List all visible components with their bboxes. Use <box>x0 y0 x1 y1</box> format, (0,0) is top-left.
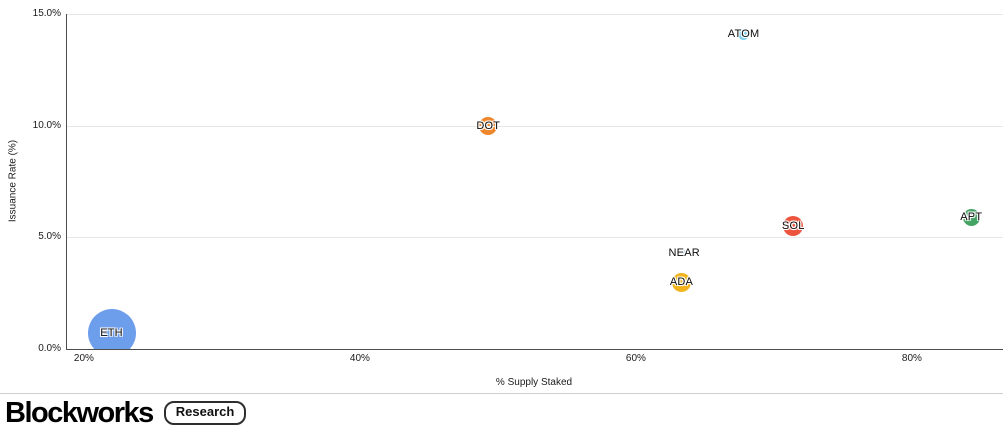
bubble-apt[interactable] <box>962 208 980 226</box>
x-axis-line <box>66 349 1003 350</box>
point-label-eth: ETH <box>100 327 123 340</box>
point-label-apt: APT <box>960 211 983 224</box>
point-label-ada: ADA <box>669 276 694 288</box>
y-tick-label: 15.0% <box>32 8 61 19</box>
point-label-dot: DOT <box>476 119 501 132</box>
bubble-near[interactable] <box>681 250 687 256</box>
point-label-near: NEAR <box>668 246 700 259</box>
y-axis-line <box>66 14 67 349</box>
y-tick-label: 5.0% <box>38 231 61 243</box>
y-tick-label: 0.0% <box>38 343 61 354</box>
point-label-sol: SOL <box>781 220 805 233</box>
footer-divider <box>0 393 1003 394</box>
bubble-atom[interactable] <box>738 28 750 40</box>
y-tick-label: 10.0% <box>32 119 61 131</box>
point-label-atom: ATOM <box>727 28 760 41</box>
x-tick-label: 60% <box>625 353 646 364</box>
gridline <box>67 125 1003 127</box>
bubble-layer <box>87 28 980 349</box>
x-tick-label: 20% <box>73 353 94 364</box>
y-axis-title: Issuance Rate (%) <box>7 139 19 223</box>
x-tick-label: 40% <box>349 353 370 364</box>
research-badge: Research <box>163 401 247 425</box>
blockworks-logo: Blockworks <box>5 396 154 429</box>
bubble-ada[interactable] <box>671 272 691 292</box>
gridline <box>67 237 1003 239</box>
footer-logo: Blockworks Research <box>5 396 247 429</box>
x-tick-label: 80% <box>901 353 922 364</box>
gridline <box>67 14 1003 15</box>
bubble-sol[interactable] <box>783 216 804 237</box>
bubble-eth[interactable] <box>87 309 136 349</box>
x-axis-title: % Supply Staked <box>495 377 573 388</box>
